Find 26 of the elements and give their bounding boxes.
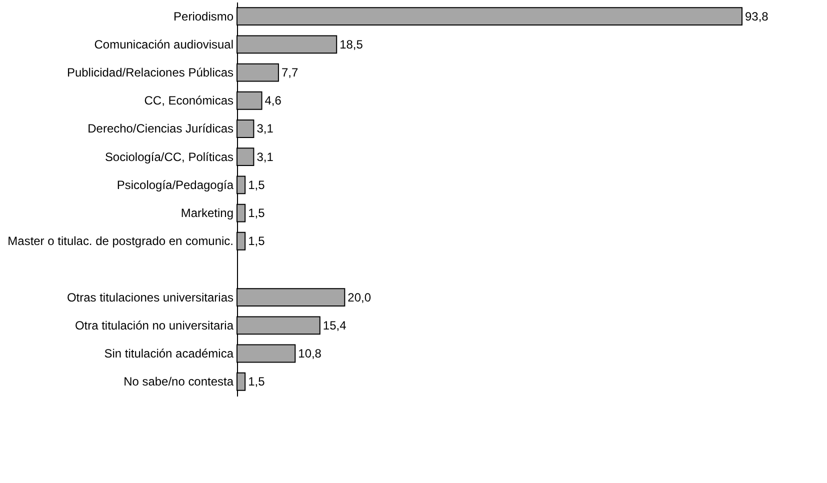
y-tick-label: Sin titulación académica [104, 346, 234, 361]
data-label: 1,5 [248, 206, 266, 220]
data-label: 3,1 [256, 150, 274, 164]
y-tick-label: Publicidad/Relaciones Públicas [66, 66, 234, 80]
y-tick-label: Marketing [180, 206, 234, 220]
data-label: 18,5 [340, 37, 364, 52]
y-tick-label: Sociología/CC, Políticas [104, 150, 234, 164]
y-tick-label: Master o titulac. de postgrado en comunic. [8, 234, 234, 248]
y-tick-label: No sabe/no contesta [124, 374, 234, 389]
y-tick-label: Comunicación audiovisual [94, 37, 234, 52]
data-label: 3,1 [256, 122, 274, 136]
data-label: 7,7 [281, 66, 298, 80]
data-label: 1,5 [248, 374, 266, 389]
y-tick-label: Derecho/Ciencias Jurídicas [88, 122, 234, 136]
data-label: 1,5 [248, 234, 266, 248]
data-label: 10,8 [298, 346, 322, 361]
y-tick-label: Otras titulaciones universitarias [66, 290, 234, 304]
data-label: 4,6 [264, 94, 282, 108]
y-tick-label: Otra titulación no universitaria [74, 318, 234, 332]
data-label: 93,8 [744, 9, 769, 24]
y-tick-label: CC, Económicas [144, 94, 234, 108]
data-label: 1,5 [248, 178, 266, 192]
y-tick-label: Psicología/Pedagogía [116, 178, 234, 192]
y-tick-label: Periodismo [174, 9, 234, 24]
data-label: 15,4 [322, 318, 347, 332]
data-label: 20,0 [348, 290, 372, 304]
